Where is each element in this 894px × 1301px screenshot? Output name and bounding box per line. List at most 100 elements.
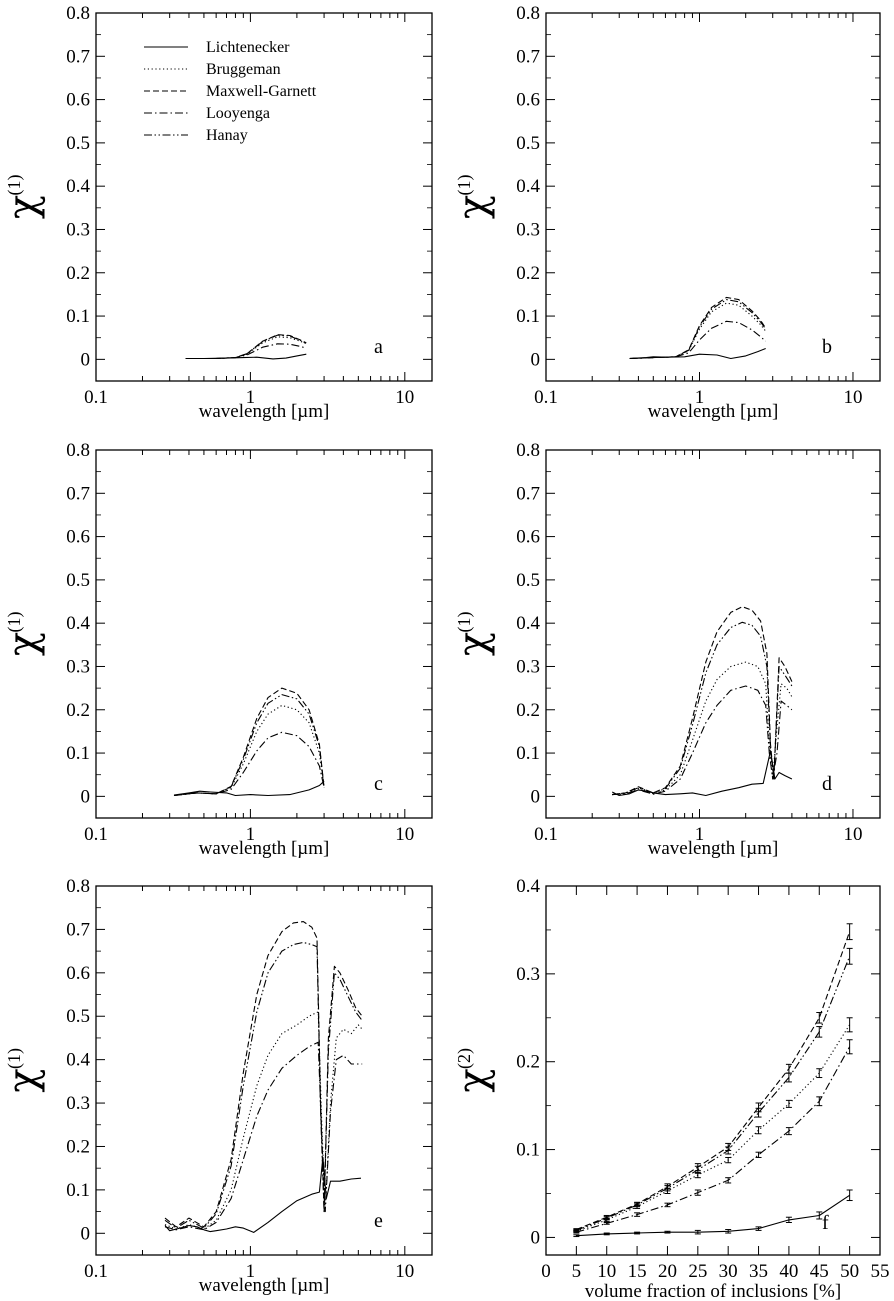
y-tick-label: 0.2 xyxy=(66,1136,90,1157)
y-tick-label: 0.1 xyxy=(66,1180,90,1201)
x-tick-label: 1 xyxy=(695,387,705,408)
legend: Lichtenecker Bruggeman Maxwell-Garnett Looy… xyxy=(144,39,317,144)
y-tick-label: 0.6 xyxy=(66,527,90,548)
y-tick-label: 0.2 xyxy=(66,263,90,284)
y-tick-label: 0.8 xyxy=(516,3,540,24)
y-axis-label: χ xyxy=(0,1068,46,1092)
plot-frame xyxy=(545,885,881,1256)
y-axis-label: χ xyxy=(450,632,496,656)
series-hanay xyxy=(612,621,793,796)
plot-frame xyxy=(95,885,433,1256)
y-tick-label: 0 xyxy=(81,1223,91,1244)
plot-frame xyxy=(545,449,881,819)
y-tick-label: 0.6 xyxy=(516,527,540,548)
x-axis-label: wavelength [µm] xyxy=(199,401,330,422)
series-looyenga xyxy=(173,731,325,797)
plot-frame xyxy=(545,12,881,382)
x-tick-label: 1 xyxy=(695,824,705,845)
series-looyenga xyxy=(629,320,767,360)
x-tick-label: 35 xyxy=(749,1261,768,1282)
y-axis-label-superscript: (1) xyxy=(454,612,475,633)
y-axis-label: χ xyxy=(0,195,46,219)
x-tick-label: 5 xyxy=(572,1261,582,1282)
y-tick-label: 0.2 xyxy=(516,700,540,721)
y-tick-label: 0 xyxy=(531,786,541,807)
y-tick-label: 0.7 xyxy=(66,46,90,67)
y-tick-label: 0.5 xyxy=(516,133,540,154)
series-hanay xyxy=(185,334,307,360)
y-tick-label: 0.6 xyxy=(516,90,540,111)
y-tick-label: 0 xyxy=(81,786,91,807)
y-tick-label: 0 xyxy=(81,349,91,370)
x-tick-label: 10 xyxy=(395,387,414,408)
y-tick-label: 0 xyxy=(531,1227,541,1248)
legend-label-lichtenecker: Lichtenecker xyxy=(206,39,290,56)
x-tick-label: 0.1 xyxy=(84,824,108,845)
x-tick-label: 20 xyxy=(658,1261,677,1282)
y-tick-label: 0.4 xyxy=(516,176,540,197)
x-tick-label: 1 xyxy=(246,387,256,408)
y-tick-label: 0.3 xyxy=(66,1093,90,1114)
y-tick-label: 0.1 xyxy=(516,743,540,764)
y-tick-label: 0.1 xyxy=(66,306,90,327)
panel-letter: d xyxy=(822,773,832,795)
series-looyenga xyxy=(576,1046,851,1233)
y-axis-label-superscript: (1) xyxy=(4,175,25,196)
panel-a: 0 0.1 0.2 0.3 0.4 0.5 0.6 0.7 0.8 0.1 1 10 wavelengt… xyxy=(0,3,433,422)
series-maxwell-garnett xyxy=(576,931,851,1231)
y-tick-label: 0.6 xyxy=(66,90,90,111)
y-tick-label: 0.7 xyxy=(516,46,540,67)
series-bruggeman xyxy=(576,1024,851,1232)
y-tick-label: 0.7 xyxy=(516,483,540,504)
x-tick-label: 15 xyxy=(628,1261,647,1282)
x-axis-label: wavelength [µm] xyxy=(199,838,330,859)
y-tick-label: 0.4 xyxy=(516,613,540,634)
legend-label-looyenga: Looyenga xyxy=(206,105,270,122)
panel-d: 0 0.1 0.2 0.3 0.4 0.5 0.6 0.7 0.8 0.1 1 10 wavelengt… xyxy=(450,440,881,859)
x-tick-label: 1 xyxy=(246,1261,256,1282)
y-tick-label: 0.7 xyxy=(66,919,90,940)
series-looyenga xyxy=(164,1041,363,1231)
panel-letter: a xyxy=(374,336,383,358)
y-tick-label: 0.4 xyxy=(66,613,90,634)
y-axis-label: χ xyxy=(450,195,496,219)
x-tick-label: 50 xyxy=(840,1261,859,1282)
x-tick-label: 0.1 xyxy=(84,1261,108,1282)
series-bruggeman xyxy=(173,704,325,797)
y-tick-label: 0 xyxy=(531,349,541,370)
x-axis-label: volume fraction of inclusions [%] xyxy=(585,1281,841,1301)
y-tick-label: 0.3 xyxy=(516,219,540,240)
x-axis-label: wavelength [µm] xyxy=(648,838,779,859)
legend-label-hanay: Hanay xyxy=(206,127,248,144)
y-tick-label: 0.1 xyxy=(516,1140,540,1161)
series-hanay xyxy=(629,299,767,360)
x-tick-label: 45 xyxy=(810,1261,829,1282)
y-tick-label: 0.6 xyxy=(66,963,90,984)
y-tick-label: 0.3 xyxy=(516,964,540,985)
x-axis-label: wavelength [µm] xyxy=(199,1275,330,1296)
x-tick-label: 10 xyxy=(395,824,414,845)
y-tick-label: 0.4 xyxy=(66,1050,90,1071)
y-tick-label: 0.5 xyxy=(66,570,90,591)
y-tick-label: 0.7 xyxy=(66,483,90,504)
x-tick-label: 40 xyxy=(779,1261,798,1282)
x-tick-label: 55 xyxy=(871,1261,890,1282)
y-tick-label: 0.8 xyxy=(66,440,90,461)
y-tick-label: 0.8 xyxy=(516,440,540,461)
plot-frame xyxy=(95,449,433,819)
plot-frame xyxy=(95,12,433,382)
series-hanay xyxy=(173,694,325,797)
x-tick-label: 0.1 xyxy=(534,387,558,408)
y-tick-label: 0.8 xyxy=(66,876,90,897)
x-axis-label: wavelength [µm] xyxy=(648,401,779,422)
panel-letter: e xyxy=(374,1210,383,1232)
series-lichtenecker xyxy=(611,750,793,797)
y-tick-label: 0.8 xyxy=(66,3,90,24)
series-lichtenecker xyxy=(629,347,766,360)
x-tick-label: 0.1 xyxy=(534,824,558,845)
series-lichtenecker xyxy=(576,1194,850,1237)
panel-f: 00.10.20.30.40 5 10 15 20 25 30 35 40 45 50 55volum… xyxy=(450,876,890,1301)
series-maxwell-garnett xyxy=(612,606,793,796)
x-tick-label: 10 xyxy=(843,387,862,408)
